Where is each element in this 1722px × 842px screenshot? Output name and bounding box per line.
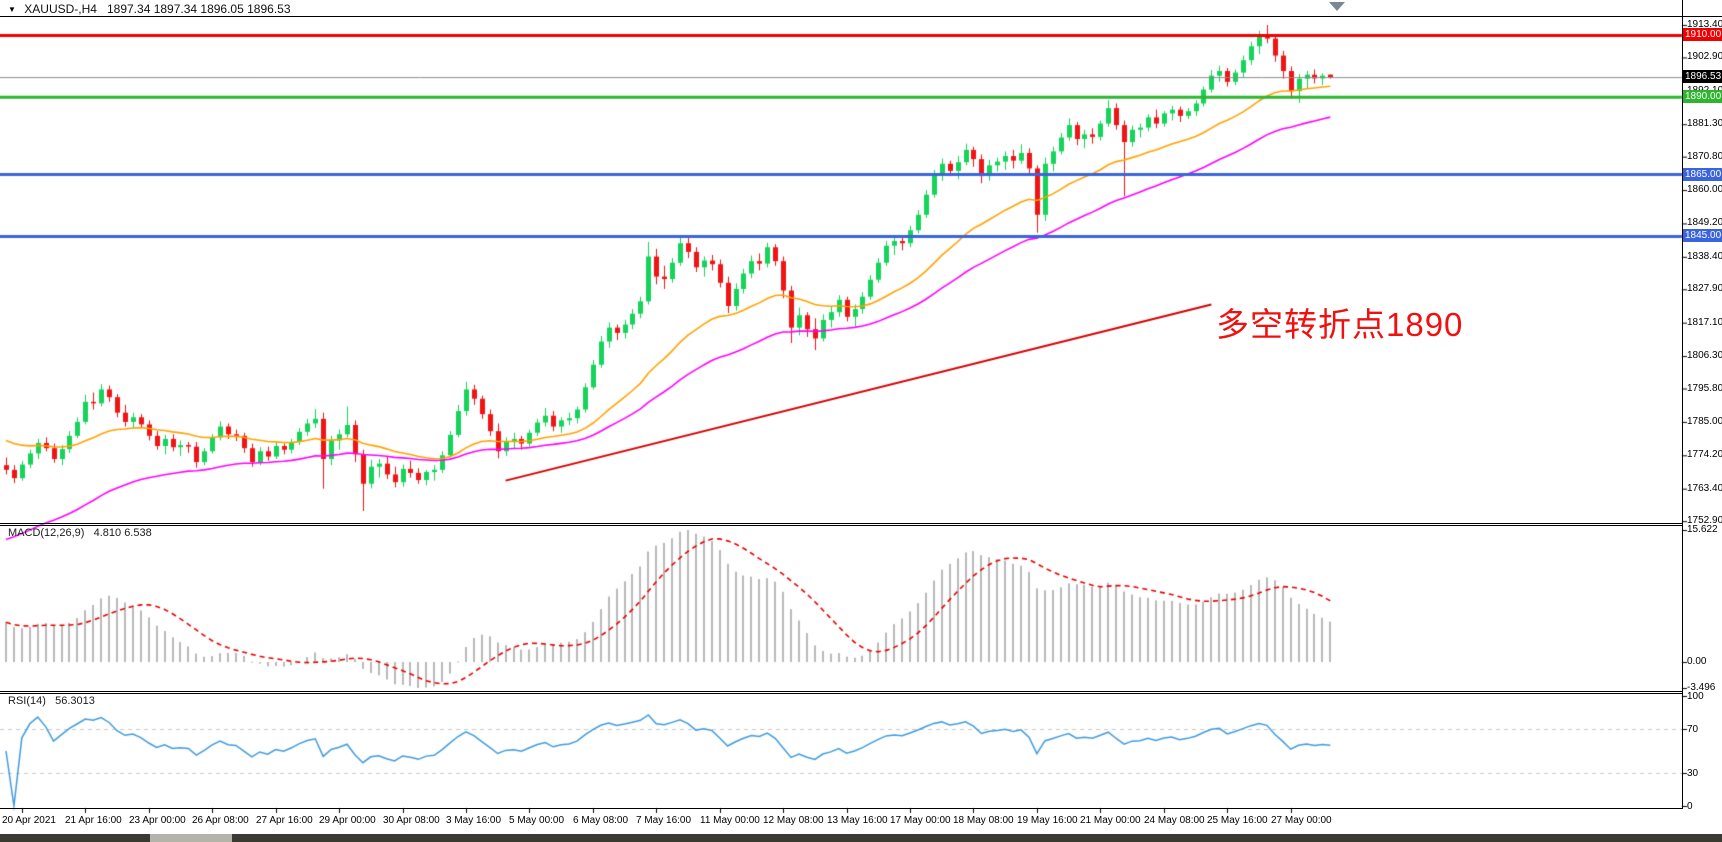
price-axis-tick: 1881.30 xyxy=(1687,118,1722,130)
symbol-title: ▼ XAUUSD-,H4 1897.34 1897.34 1896.05 189… xyxy=(8,2,291,16)
rsi-label: RSI(14) 56.3013 xyxy=(8,695,95,707)
hline-price-label: 1890.00 xyxy=(1683,90,1722,104)
rsi-axis-tick: 70 xyxy=(1687,724,1699,735)
rsi-axis-tick: 100 xyxy=(1687,691,1704,702)
current-price-label: 1896.53 xyxy=(1683,70,1722,84)
date-axis-label: 27 May 00:00 xyxy=(1271,815,1332,826)
price-axis-tick: 1752.90 xyxy=(1687,515,1722,527)
macd-name: MACD(12,26,9) xyxy=(8,527,85,539)
text-annotation: 多空转折点1890 xyxy=(1216,306,1464,343)
chart-shift-marker-icon[interactable] xyxy=(1329,2,1345,11)
date-axis-label: 7 May 16:00 xyxy=(636,815,692,826)
rsi-axis-tick: 0 xyxy=(1687,801,1693,812)
price-axis-tick: 1795.80 xyxy=(1687,382,1722,394)
date-axis-label: 27 Apr 16:00 xyxy=(256,815,313,826)
symbol-name: XAUUSD-,H4 xyxy=(24,2,97,16)
macd-values: 4.810 6.538 xyxy=(93,527,152,539)
date-axis-label: 17 May 00:00 xyxy=(890,815,951,826)
rsi-axis-tick: 30 xyxy=(1687,768,1699,779)
date-axis-label: 13 May 16:00 xyxy=(827,815,888,826)
price-axis-tick: 1860.00 xyxy=(1687,184,1722,196)
date-axis-label: 3 May 16:00 xyxy=(446,815,502,826)
price-axis-tick: 1838.40 xyxy=(1687,250,1722,262)
price-axis-tick: 1902.90 xyxy=(1687,51,1722,63)
macd-axis-tick: 0.00 xyxy=(1687,656,1707,668)
date-axis-label: 23 Apr 00:00 xyxy=(129,815,186,826)
date-axis-label: 25 May 16:00 xyxy=(1207,815,1268,826)
date-axis-label: 11 May 00:00 xyxy=(700,815,760,826)
macd-axis-tick: -3.496 xyxy=(1687,682,1716,693)
horizontal-scrollbar[interactable] xyxy=(0,834,1722,842)
hline-price-label: 1865.00 xyxy=(1683,167,1722,181)
date-axis-label: 18 May 08:00 xyxy=(953,815,1014,826)
date-axis-label: 21 Apr 16:00 xyxy=(65,815,122,826)
price-axis-tick: 1870.80 xyxy=(1687,150,1722,162)
rsi-value: 56.3013 xyxy=(55,695,95,707)
price-axis-tick: 1774.20 xyxy=(1687,449,1722,461)
header-divider xyxy=(0,16,1722,17)
date-axis-label: 12 May 08:00 xyxy=(763,815,824,826)
date-axis-label: 19 May 16:00 xyxy=(1017,815,1078,826)
date-axis-label: 5 May 00:00 xyxy=(509,815,565,826)
hline-price-label: 1910.00 xyxy=(1683,28,1722,42)
date-axis-label: 6 May 08:00 xyxy=(573,815,629,826)
date-axis-label: 20 Apr 2021 xyxy=(2,815,56,826)
date-axis-label: 30 Apr 08:00 xyxy=(383,815,440,826)
date-axis-label: 21 May 00:00 xyxy=(1080,815,1141,826)
price-axis-tick: 1785.00 xyxy=(1687,415,1722,427)
symbol-dropdown-icon[interactable]: ▼ xyxy=(8,5,16,14)
price-axis-tick: 1913.40 xyxy=(1687,18,1722,30)
date-axis-label: 26 Apr 08:00 xyxy=(192,815,249,826)
hline-price-label: 1845.00 xyxy=(1683,229,1722,243)
macd-axis-tick: 15.622 xyxy=(1687,524,1718,535)
price-axis-tick: 1817.10 xyxy=(1687,316,1722,328)
price-axis-tick: 1849.20 xyxy=(1687,217,1722,229)
scrollbar-thumb[interactable] xyxy=(150,834,232,842)
price-axis-tick: 1806.30 xyxy=(1687,350,1722,362)
price-axis-tick: 1827.90 xyxy=(1687,283,1722,295)
price-axis-border xyxy=(1682,0,1683,809)
symbol-ohlc-values: 1897.34 1897.34 1896.05 1896.53 xyxy=(106,2,291,16)
price-axis-tick: 1763.40 xyxy=(1687,482,1722,494)
date-axis-label: 29 Apr 00:00 xyxy=(319,815,376,826)
rsi-name: RSI(14) xyxy=(8,695,46,707)
macd-label: MACD(12,26,9) 4.810 6.538 xyxy=(8,527,152,539)
date-axis-label: 24 May 08:00 xyxy=(1144,815,1205,826)
